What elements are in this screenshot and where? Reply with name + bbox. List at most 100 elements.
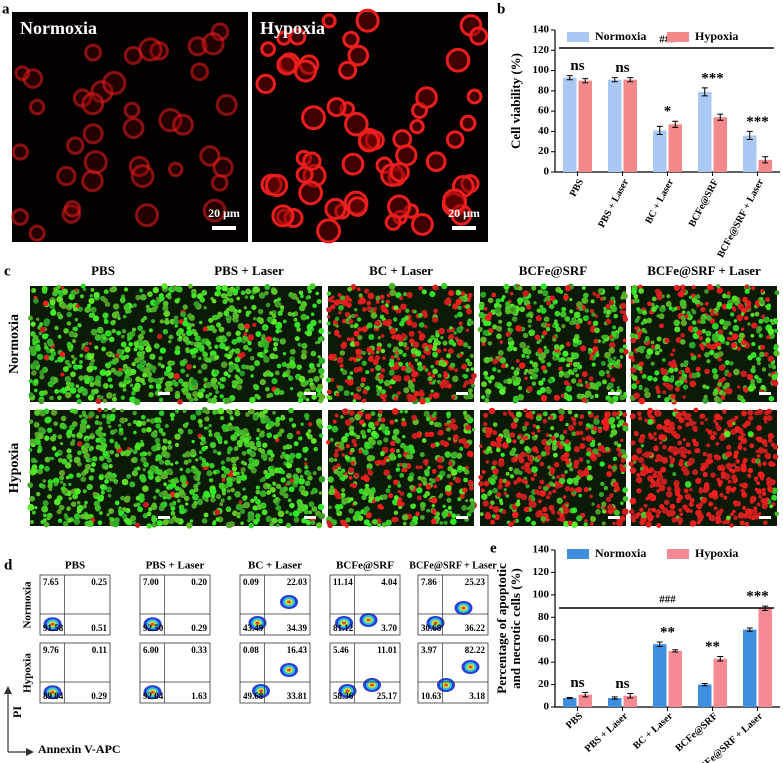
cell — [651, 341, 655, 345]
cell — [606, 314, 610, 318]
cell — [582, 397, 587, 402]
cell — [696, 367, 701, 372]
cell — [400, 492, 404, 496]
cell — [565, 316, 571, 322]
cell — [294, 318, 298, 322]
cell — [643, 466, 648, 471]
cell — [88, 298, 94, 304]
cell — [216, 286, 220, 290]
cell — [525, 484, 529, 488]
quadrant-value: 0.09 — [243, 577, 259, 587]
cell — [492, 430, 497, 435]
cell — [329, 457, 334, 462]
cell — [546, 300, 551, 305]
cell — [566, 342, 571, 347]
cell — [244, 495, 247, 498]
cell — [82, 343, 86, 347]
cell — [70, 387, 77, 394]
cell — [242, 451, 247, 456]
quadrant-value: 36.22 — [465, 623, 486, 633]
cell — [83, 346, 89, 352]
cell — [729, 523, 733, 527]
cell — [698, 513, 704, 519]
cell — [607, 504, 614, 511]
cell — [461, 505, 467, 511]
cell — [725, 451, 731, 457]
cell — [124, 287, 128, 291]
cell — [584, 519, 588, 523]
quadrant-value: 7.86 — [421, 577, 437, 587]
cell — [378, 427, 382, 431]
cell — [563, 430, 567, 434]
cell — [401, 366, 407, 372]
cell — [729, 331, 733, 335]
cell — [283, 493, 288, 498]
cell — [662, 445, 667, 450]
cell — [432, 504, 435, 507]
cell — [582, 437, 586, 441]
cell — [735, 466, 741, 472]
cell — [522, 426, 527, 431]
cell — [194, 397, 198, 401]
cell — [120, 496, 124, 500]
cell — [645, 521, 651, 527]
cell — [312, 303, 317, 308]
cell — [263, 409, 268, 414]
cell — [347, 375, 351, 379]
cell — [104, 319, 109, 324]
cell — [740, 520, 745, 525]
cell — [521, 354, 525, 358]
cell — [59, 470, 65, 476]
cell — [219, 384, 224, 389]
cell — [427, 376, 432, 381]
cell — [499, 388, 505, 394]
significance: *** — [746, 589, 769, 605]
cell — [301, 353, 307, 359]
cell — [438, 328, 445, 335]
cell — [34, 409, 40, 415]
y-axis-label: Cell viability (%) — [508, 53, 523, 149]
cell — [745, 508, 751, 514]
cell — [345, 379, 348, 382]
cell — [580, 383, 584, 387]
cell — [211, 397, 217, 403]
cell — [453, 434, 459, 440]
cell — [263, 372, 268, 377]
cell — [197, 474, 200, 477]
cell — [516, 477, 521, 482]
cell — [630, 413, 636, 419]
cell — [576, 324, 581, 329]
cell — [555, 481, 559, 485]
cell — [471, 373, 477, 379]
cell — [273, 206, 293, 226]
cell — [168, 340, 171, 343]
cell — [278, 519, 281, 522]
cell — [391, 355, 395, 359]
cell — [612, 325, 616, 329]
cell — [88, 308, 92, 312]
cell — [185, 502, 188, 505]
cell — [469, 320, 474, 325]
cell — [755, 411, 760, 416]
cell — [95, 415, 99, 419]
cell — [741, 489, 746, 494]
cell — [462, 487, 467, 492]
cell — [191, 379, 198, 386]
cell — [498, 320, 502, 324]
cell — [509, 450, 515, 456]
cell — [266, 175, 286, 195]
cell — [160, 347, 166, 353]
cell — [420, 515, 425, 520]
cell — [766, 335, 770, 339]
cell — [617, 443, 621, 447]
cell — [357, 287, 361, 291]
cell — [592, 426, 597, 431]
cell — [191, 293, 196, 298]
cell — [525, 467, 531, 473]
cell — [630, 333, 635, 338]
cell — [479, 305, 484, 310]
quadrant-value: 4.04 — [381, 577, 397, 587]
y-tick-label: 140 — [533, 544, 550, 556]
cell — [538, 290, 542, 294]
cell — [524, 409, 528, 413]
